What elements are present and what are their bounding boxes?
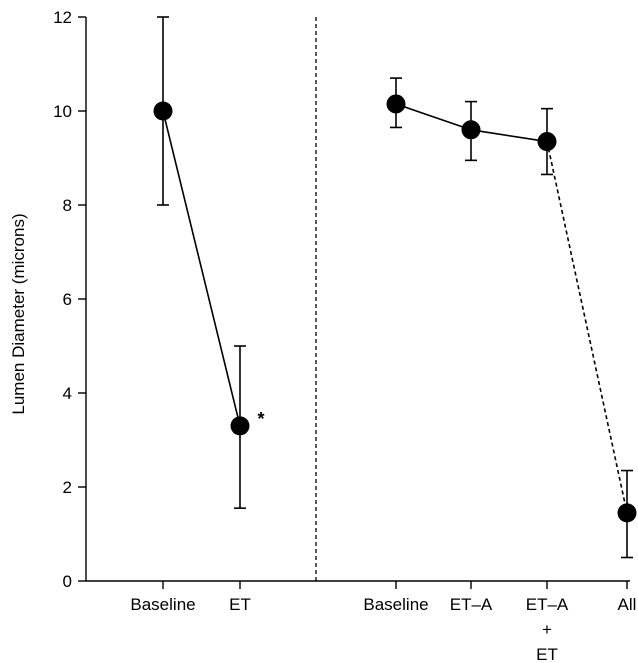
series-line <box>162 110 241 427</box>
data-point <box>153 101 173 121</box>
data-point <box>386 94 406 114</box>
y-tick-label: 2 <box>63 478 72 497</box>
data-point <box>617 503 637 523</box>
series-line <box>395 103 472 131</box>
x-tick-label: Baseline <box>363 595 428 614</box>
dashed-connector <box>546 141 628 514</box>
y-tick-label: 4 <box>63 384 72 403</box>
data-point <box>537 132 557 152</box>
x-tick-label: ET <box>229 595 251 614</box>
y-tick-label: 0 <box>63 572 72 591</box>
y-tick-label: 6 <box>63 290 72 309</box>
x-tick-label: ET–A + ET <box>526 595 569 663</box>
x-tick-label: ET–A <box>450 595 493 614</box>
y-axis-label: Lumen Diameter (microns) <box>9 213 28 414</box>
x-tick-label: All <box>618 595 637 614</box>
significance-asterisk: * <box>257 409 264 429</box>
x-tick-label: Baseline <box>130 595 195 614</box>
y-tick-label: 12 <box>53 8 72 27</box>
data-point <box>461 120 481 140</box>
y-tick-label: 10 <box>53 102 72 121</box>
y-tick-label: 8 <box>63 196 72 215</box>
series-line <box>470 129 548 143</box>
data-point <box>230 416 250 436</box>
